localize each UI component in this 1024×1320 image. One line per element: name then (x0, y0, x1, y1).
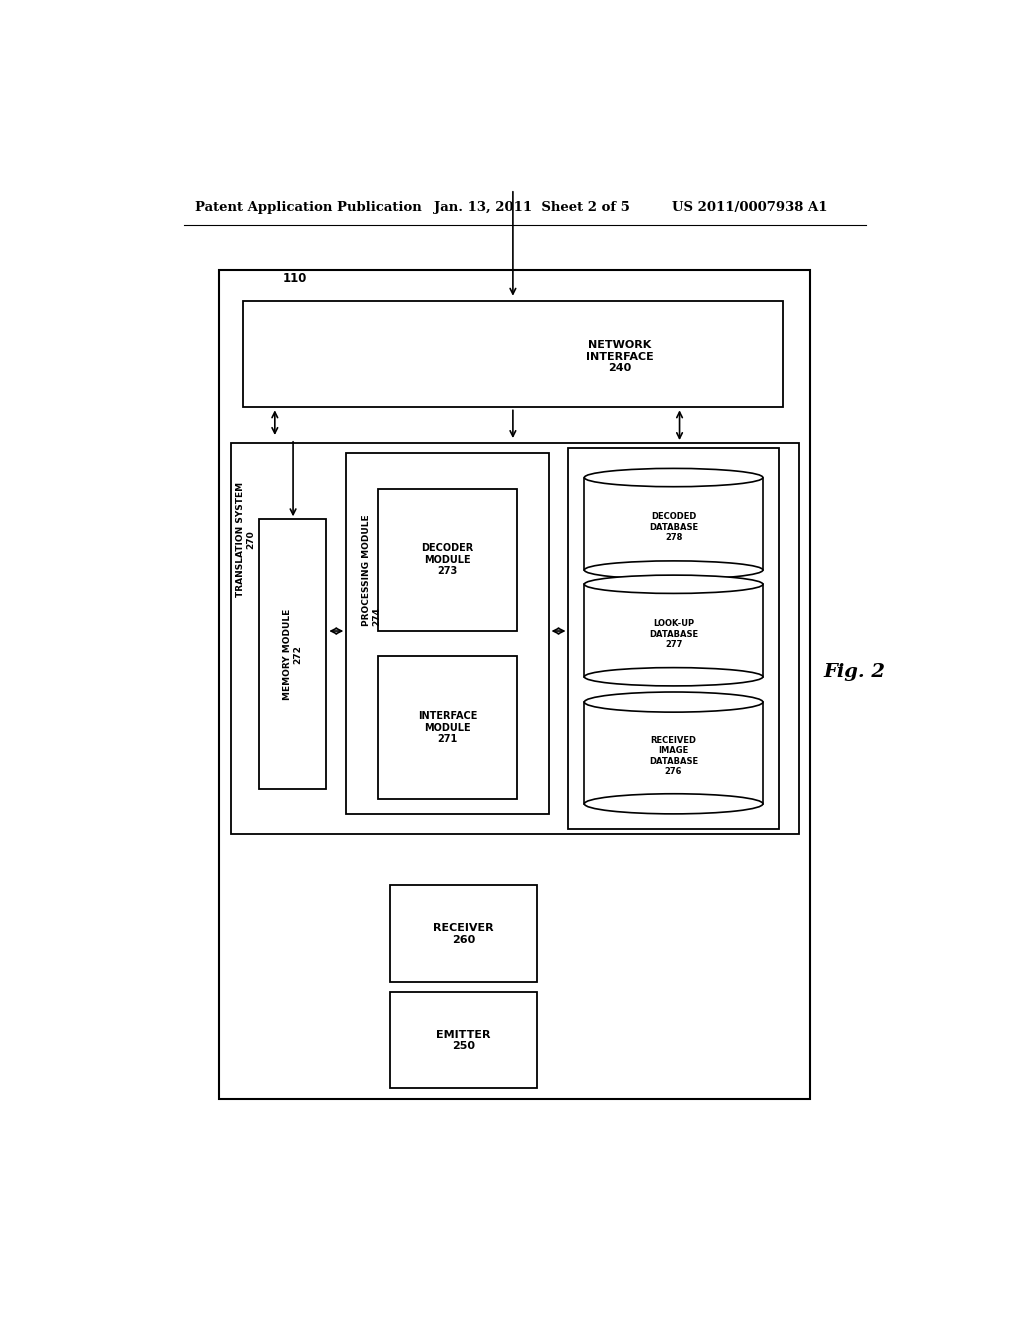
Bar (585, 478, 763, 570)
Text: DECODED
DATABASE
278: DECODED DATABASE 278 (649, 512, 698, 543)
Bar (568, 447, 779, 829)
Ellipse shape (585, 692, 763, 711)
Bar (219, 271, 811, 1098)
Ellipse shape (585, 469, 763, 487)
Ellipse shape (585, 576, 763, 594)
Text: DECODER
MODULE
273: DECODER MODULE 273 (421, 544, 473, 577)
Bar (231, 444, 799, 834)
Bar (346, 453, 549, 814)
Ellipse shape (585, 668, 763, 686)
Bar (390, 886, 537, 982)
Bar (378, 656, 517, 799)
Text: MEMORY MODULE
272: MEMORY MODULE 272 (283, 609, 302, 700)
Bar (243, 301, 782, 408)
Bar (378, 488, 517, 631)
Text: NETWORK
INTERFACE
240: NETWORK INTERFACE 240 (586, 341, 654, 374)
Text: LOOK-UP
DATABASE
277: LOOK-UP DATABASE 277 (649, 619, 698, 649)
Text: EMITTER
250: EMITTER 250 (436, 1030, 490, 1052)
Ellipse shape (585, 561, 763, 579)
Text: INTERFACE
MODULE
271: INTERFACE MODULE 271 (418, 711, 477, 744)
Text: 110: 110 (283, 272, 307, 285)
Bar (390, 991, 537, 1089)
Text: Jan. 13, 2011  Sheet 2 of 5: Jan. 13, 2011 Sheet 2 of 5 (433, 201, 630, 214)
Text: PROCESSING MODULE
274: PROCESSING MODULE 274 (362, 515, 382, 626)
Text: RECEIVED
IMAGE
DATABASE
276: RECEIVED IMAGE DATABASE 276 (649, 737, 698, 776)
Text: US 2011/0007938 A1: US 2011/0007938 A1 (672, 201, 827, 214)
Text: Fig. 2: Fig. 2 (823, 663, 885, 681)
Bar (259, 519, 327, 788)
Text: Patent Application Publication: Patent Application Publication (196, 201, 422, 214)
Text: RECEIVER
260: RECEIVER 260 (433, 923, 494, 945)
Text: TRANSLATION SYSTEM
270: TRANSLATION SYSTEM 270 (236, 482, 255, 597)
Ellipse shape (585, 793, 763, 814)
Bar (585, 702, 763, 804)
FancyArrowPatch shape (233, 284, 291, 301)
Bar (585, 585, 763, 677)
